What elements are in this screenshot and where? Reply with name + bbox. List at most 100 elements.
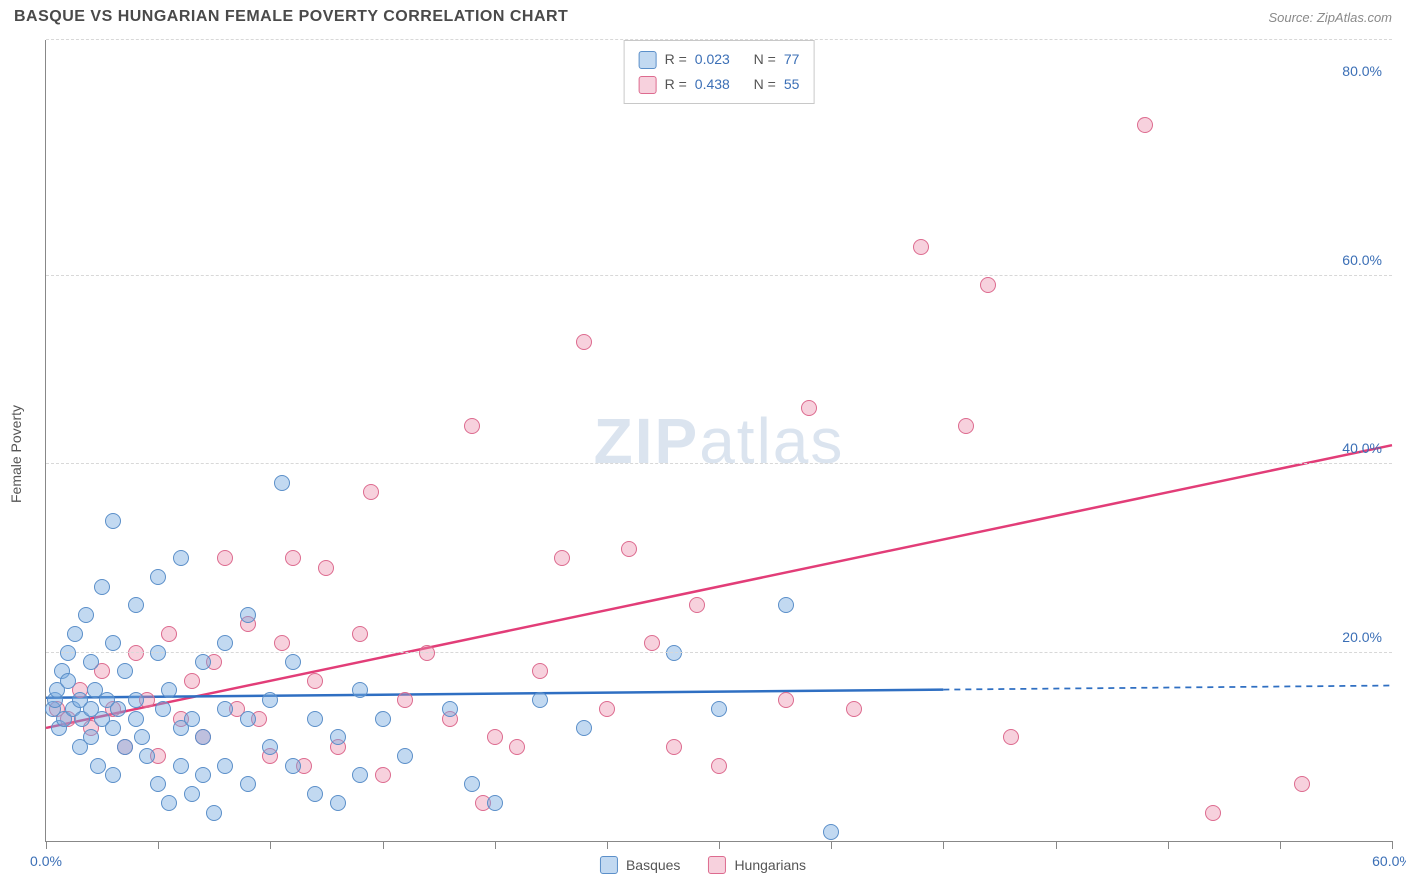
data-point	[206, 805, 222, 821]
data-point	[823, 824, 839, 840]
data-point	[217, 550, 233, 566]
data-point	[1003, 729, 1019, 745]
data-point	[532, 663, 548, 679]
data-point	[90, 758, 106, 774]
data-point	[1137, 117, 1153, 133]
y-axis-label: Female Poverty	[8, 405, 24, 503]
data-point	[375, 711, 391, 727]
data-point	[217, 635, 233, 651]
y-tick-label: 40.0%	[1342, 440, 1382, 456]
data-point	[173, 550, 189, 566]
data-point	[352, 626, 368, 642]
data-point	[128, 692, 144, 708]
legend-swatch-icon	[708, 856, 726, 874]
data-point	[599, 701, 615, 717]
data-point	[150, 569, 166, 585]
data-point	[217, 758, 233, 774]
correlation-legend: R = 0.023 N = 77 R = 0.438 N = 55	[624, 40, 815, 104]
data-point	[419, 645, 435, 661]
data-point	[60, 645, 76, 661]
data-point	[195, 767, 211, 783]
data-point	[217, 701, 233, 717]
data-point	[666, 739, 682, 755]
data-point	[352, 767, 368, 783]
data-point	[105, 635, 121, 651]
data-point	[464, 776, 480, 792]
data-point	[117, 739, 133, 755]
data-point	[128, 711, 144, 727]
data-point	[240, 711, 256, 727]
data-point	[161, 626, 177, 642]
data-point	[487, 729, 503, 745]
legend-swatch-hungarians	[639, 76, 657, 94]
data-point	[262, 739, 278, 755]
data-point	[240, 776, 256, 792]
data-point	[274, 635, 290, 651]
data-point	[105, 720, 121, 736]
data-point	[139, 748, 155, 764]
data-point	[1294, 776, 1310, 792]
source-attribution: Source: ZipAtlas.com	[1268, 10, 1392, 25]
data-point	[307, 786, 323, 802]
data-point	[307, 673, 323, 689]
data-point	[487, 795, 503, 811]
x-tick-label: 0.0%	[30, 853, 62, 869]
data-point	[105, 513, 121, 529]
data-point	[375, 767, 391, 783]
data-point	[285, 550, 301, 566]
data-point	[778, 692, 794, 708]
y-tick-label: 80.0%	[1342, 63, 1382, 79]
data-point	[128, 597, 144, 613]
data-point	[94, 579, 110, 595]
data-point	[78, 607, 94, 623]
chart-title: BASQUE VS HUNGARIAN FEMALE POVERTY CORRE…	[14, 8, 568, 26]
data-point	[352, 682, 368, 698]
data-point	[307, 711, 323, 727]
data-point	[980, 277, 996, 293]
data-point	[397, 692, 413, 708]
data-point	[117, 663, 133, 679]
scatter-layer	[46, 40, 1392, 841]
legend-swatch-basques	[639, 51, 657, 69]
legend-item-basques: Basques	[600, 856, 680, 874]
data-point	[363, 484, 379, 500]
data-point	[711, 701, 727, 717]
data-point	[110, 701, 126, 717]
data-point	[128, 645, 144, 661]
data-point	[554, 550, 570, 566]
legend-swatch-icon	[600, 856, 618, 874]
data-point	[711, 758, 727, 774]
data-point	[195, 729, 211, 745]
legend-row-basques: R = 0.023 N = 77	[639, 47, 800, 72]
legend-item-hungarians: Hungarians	[708, 856, 806, 874]
data-point	[913, 239, 929, 255]
data-point	[285, 758, 301, 774]
series-legend: Basques Hungarians	[600, 856, 806, 874]
data-point	[576, 720, 592, 736]
x-tick-label: 60.0%	[1372, 853, 1406, 869]
chart-area: ZIPatlas R = 0.023 N = 77 R = 0.438 N = …	[45, 40, 1392, 842]
data-point	[161, 795, 177, 811]
data-point	[262, 692, 278, 708]
data-point	[464, 418, 480, 434]
data-point	[285, 654, 301, 670]
data-point	[1205, 805, 1221, 821]
y-tick-label: 20.0%	[1342, 629, 1382, 645]
data-point	[689, 597, 705, 613]
data-point	[442, 701, 458, 717]
data-point	[397, 748, 413, 764]
data-point	[274, 475, 290, 491]
data-point	[83, 729, 99, 745]
data-point	[532, 692, 548, 708]
data-point	[60, 673, 76, 689]
data-point	[509, 739, 525, 755]
data-point	[644, 635, 660, 651]
data-point	[576, 334, 592, 350]
data-point	[318, 560, 334, 576]
data-point	[150, 776, 166, 792]
data-point	[173, 758, 189, 774]
data-point	[801, 400, 817, 416]
data-point	[150, 645, 166, 661]
y-tick-label: 60.0%	[1342, 252, 1382, 268]
data-point	[778, 597, 794, 613]
